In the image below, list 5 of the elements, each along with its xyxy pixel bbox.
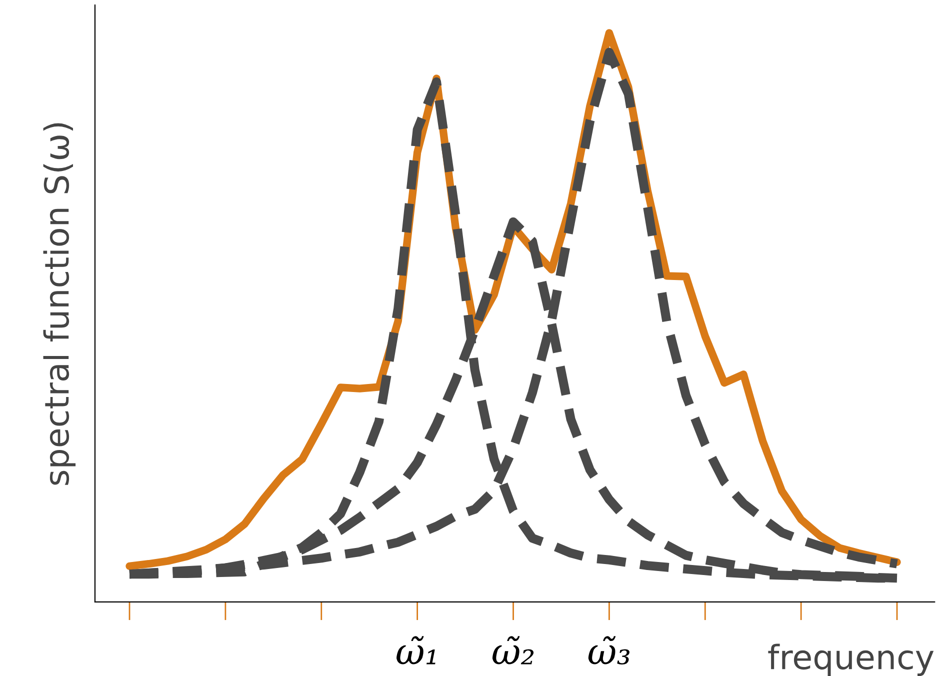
x-tick-label: ω̃₃ xyxy=(588,636,630,665)
x-tick-label: ω̃₁ xyxy=(396,636,436,664)
y-axis-title: spectral function S(ω) xyxy=(43,123,76,485)
x-axis-title: frequency xyxy=(768,644,934,676)
x-tick-label: ω̃₂ xyxy=(492,636,534,664)
